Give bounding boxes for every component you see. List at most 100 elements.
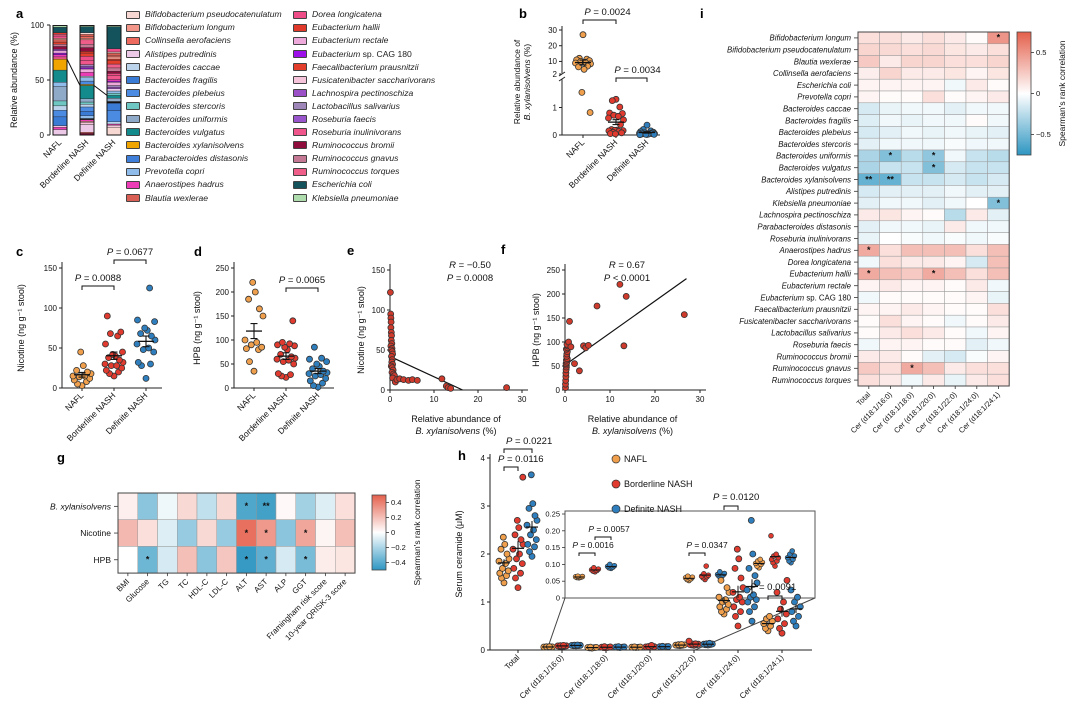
y-tick-label: 1 bbox=[481, 598, 486, 607]
legend-swatch bbox=[293, 154, 307, 163]
heatmap-cell bbox=[922, 196, 945, 210]
bar-segment bbox=[52, 110, 68, 118]
data-point bbox=[102, 340, 109, 348]
legend-label: Collinsella aerofaciens bbox=[145, 35, 231, 46]
data-point bbox=[616, 281, 624, 288]
heatmap-cell bbox=[879, 114, 902, 127]
heatmap-cell bbox=[879, 255, 902, 269]
significance-bracket bbox=[285, 287, 319, 292]
data-point bbox=[318, 354, 326, 362]
heatmap-cell bbox=[879, 43, 902, 56]
colorbar bbox=[371, 494, 387, 571]
legend-swatch bbox=[126, 36, 140, 45]
bar-segment bbox=[79, 85, 95, 99]
panel-h-label: h bbox=[458, 448, 466, 463]
bar-segment bbox=[52, 32, 68, 35]
heatmap-cell bbox=[857, 67, 880, 80]
heatmap-cell bbox=[900, 373, 924, 387]
bar-segment bbox=[79, 38, 95, 41]
data-point bbox=[69, 372, 77, 380]
legend-item: Fusicatenibacter saccharivorans bbox=[293, 73, 435, 86]
legend-item: Bacteroides fragilis bbox=[126, 73, 282, 86]
bar-segment bbox=[79, 101, 95, 105]
bar-segment bbox=[79, 56, 95, 61]
heatmap-row-label: Escherichia coli bbox=[797, 81, 851, 90]
heatmap-cell bbox=[900, 244, 924, 257]
data-point bbox=[497, 545, 505, 553]
data-point bbox=[585, 342, 592, 349]
data-point bbox=[146, 284, 154, 292]
data-point bbox=[685, 637, 693, 645]
data-point bbox=[513, 555, 520, 563]
data-point bbox=[313, 360, 321, 368]
heatmap-cell bbox=[944, 208, 967, 222]
heatmap-cell bbox=[879, 90, 902, 104]
data-point bbox=[145, 344, 153, 352]
significance-bracket bbox=[767, 595, 783, 600]
heatmap-cell bbox=[965, 255, 988, 269]
heatmap-cell bbox=[987, 67, 1010, 80]
heatmap-cell bbox=[900, 220, 924, 233]
legend-label: Roseburia inulinivorans bbox=[312, 127, 402, 138]
data-point bbox=[256, 305, 263, 313]
heatmap-cell bbox=[965, 114, 988, 127]
legend-label: Faecalibacterium prausnitzii bbox=[312, 61, 419, 72]
heatmap-row-label: Ruminococcus torques bbox=[772, 376, 851, 385]
heatmap-cell bbox=[857, 255, 880, 269]
heatmap-cell bbox=[879, 55, 902, 68]
data-point bbox=[722, 596, 729, 604]
inset-y-tick-label: 0.05 bbox=[545, 577, 560, 586]
heatmap-cell bbox=[900, 232, 924, 245]
data-point bbox=[531, 543, 538, 551]
heatmap-cell bbox=[137, 519, 158, 547]
heatmap-cell bbox=[922, 55, 945, 68]
bar-segment bbox=[106, 26, 122, 49]
data-point bbox=[525, 505, 533, 512]
bar-segment bbox=[79, 106, 95, 112]
data-point bbox=[504, 567, 512, 575]
correlation-label: R = −0.50 bbox=[449, 260, 491, 271]
data-point bbox=[289, 317, 297, 325]
heatmap-cell bbox=[922, 279, 945, 292]
bar-segment bbox=[106, 63, 122, 69]
legend-label: Anaerostipes hadrus bbox=[145, 179, 224, 190]
heatmap-cell bbox=[900, 291, 924, 304]
legend-item: Bacteroides stercoris bbox=[126, 100, 282, 113]
y-axis-label: Relative abundance (%) bbox=[9, 32, 19, 128]
legend-swatch bbox=[293, 167, 307, 176]
legend-item: Ruminococcus torques bbox=[293, 165, 435, 178]
x-tick-label: 20 bbox=[651, 395, 660, 404]
bar-segment bbox=[79, 26, 95, 33]
significance-star: * bbox=[889, 151, 893, 161]
heatmap-cell bbox=[965, 244, 988, 257]
data-point bbox=[780, 598, 787, 606]
heatmap-cell bbox=[987, 362, 1010, 375]
heatmap-cell bbox=[922, 67, 945, 80]
legend-item: Bacteroides caccae bbox=[126, 60, 282, 73]
y-tick-label: 50 bbox=[551, 362, 560, 371]
heatmap-cell bbox=[987, 208, 1010, 222]
data-point bbox=[753, 579, 761, 587]
bar-segment bbox=[52, 27, 68, 33]
heatmap-cell bbox=[987, 244, 1010, 257]
legend-swatch bbox=[126, 102, 140, 111]
bar-segment bbox=[79, 122, 95, 125]
legend-label: Eubacterium sp. CAG 180 bbox=[312, 48, 412, 59]
heatmap-row-label: Bacteroides vulgatus bbox=[779, 164, 851, 173]
bar-segment bbox=[52, 54, 68, 58]
y-axis-label: Nicotine (ng g⁻¹ stool) bbox=[16, 284, 26, 372]
y-tick-label: 200 bbox=[547, 290, 561, 299]
legend-label: Bifidobacterium longum bbox=[145, 22, 235, 33]
heatmap-cell bbox=[879, 267, 902, 281]
x-tick-label: 10 bbox=[606, 395, 615, 404]
panel-d-strip-chart: HPB (ng g⁻¹ stool) 0 50 100 150 200 250 P = 0.0… bbox=[192, 262, 334, 443]
legend-label: Parabacteroides distasonis bbox=[145, 153, 249, 164]
trend-line bbox=[564, 278, 687, 366]
panel-d-label: d bbox=[194, 244, 202, 259]
correlation-label: R = 0.67 bbox=[609, 260, 645, 271]
legend-label: Prevotella copri bbox=[145, 166, 205, 177]
heatmap-cell bbox=[900, 102, 924, 115]
heatmap-row-label: Bacteroides uniformis bbox=[776, 152, 851, 161]
bar-segment bbox=[79, 98, 95, 103]
data-point bbox=[513, 517, 521, 524]
